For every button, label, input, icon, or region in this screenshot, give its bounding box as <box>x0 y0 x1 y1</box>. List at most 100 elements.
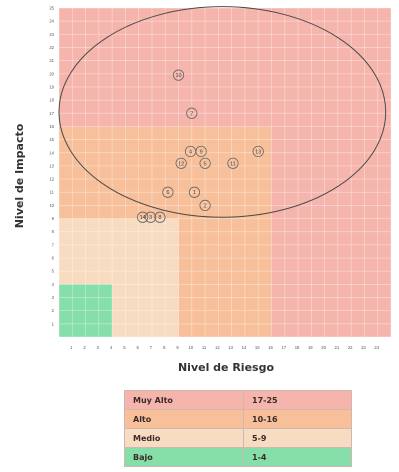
point-label: 3 <box>149 215 152 221</box>
legend-level-label: Bajo <box>124 447 244 467</box>
point-marker <box>162 186 174 198</box>
data-point: 6 <box>162 186 174 198</box>
y-tick-label: 13 <box>49 163 54 168</box>
y-tick-label: 19 <box>49 84 54 89</box>
point-marker <box>199 199 211 211</box>
y-axis-label: Nivel de Impacto <box>13 123 26 228</box>
highlight-ellipse <box>58 6 387 218</box>
x-tick-label: 21 <box>335 345 340 350</box>
point-label: 14 <box>140 215 146 221</box>
legend-range: 10-16 <box>243 409 352 429</box>
point-label: 11 <box>230 161 236 167</box>
risk-matrix-chart: 1234567891011121314151617181920212223242… <box>13 6 392 374</box>
y-tick-label: 5 <box>52 269 55 274</box>
y-tick-label: 15 <box>49 137 54 142</box>
x-tick-label: 8 <box>163 345 166 350</box>
legend-row: Bajo 1-4 <box>124 447 352 467</box>
legend-level-label: Medio <box>124 428 244 448</box>
y-tick-label: 10 <box>49 203 54 208</box>
y-tick-label: 11 <box>50 190 55 195</box>
risk-legend-table: Muy Alto 17-25 Alto 10-16 Medio 5-9 Bajo 1-4 <box>124 390 352 467</box>
point-label: 13 <box>255 149 261 155</box>
y-tick-label: 18 <box>49 98 54 103</box>
point-marker <box>154 211 166 223</box>
x-tick-label: 19 <box>308 345 313 350</box>
point-label: 5 <box>204 161 207 167</box>
data-point: 11 <box>227 157 239 169</box>
point-label: 12 <box>178 161 184 167</box>
x-tick-label: 12 <box>215 345 220 350</box>
x-tick-label: 3 <box>97 345 100 350</box>
point-label: 8 <box>158 215 161 221</box>
data-point: 12 <box>175 157 187 169</box>
y-tick-label: 25 <box>49 6 54 11</box>
x-tick-label: 11 <box>202 345 207 350</box>
point-label: 2 <box>204 203 207 209</box>
x-tick-label: 5 <box>123 345 126 350</box>
y-tick-label: 1 <box>52 321 55 326</box>
x-tick-label: 14 <box>242 345 247 350</box>
point-marker <box>195 145 207 158</box>
data-point: 14 <box>137 211 149 223</box>
x-tick-label: 7 <box>150 345 153 350</box>
point-marker <box>199 157 211 169</box>
x-tick-label: 6 <box>137 345 140 350</box>
data-point: 3 <box>145 211 157 223</box>
x-tick-label: 20 <box>321 345 326 350</box>
point-marker <box>175 157 187 169</box>
point-label: 7 <box>190 111 193 117</box>
ellipse-layer <box>58 6 387 218</box>
point-label: 9 <box>200 149 203 155</box>
point-marker <box>188 186 201 198</box>
x-axis-label: Nivel de Riesgo <box>178 361 274 374</box>
x-tick-label: 4 <box>110 345 113 350</box>
x-tick-label: 24 <box>374 345 379 350</box>
y-tick-label: 7 <box>52 242 55 247</box>
x-tick-label: 22 <box>348 345 353 350</box>
y-tick-label: 8 <box>52 229 55 234</box>
data-point: 9 <box>195 145 207 158</box>
x-tick-labels: 1 2 3 4 5 6 7 8 9 10 11 12 13 14 15 16 17 18 19 20 21 22 23 24 <box>70 345 380 350</box>
point-marker <box>252 145 264 158</box>
y-tick-label: 24 <box>49 19 54 24</box>
grid-lines <box>58 7 392 338</box>
y-tick-label: 6 <box>52 256 55 261</box>
y-tick-label: 23 <box>49 32 54 37</box>
y-tick-labels: 1234567891011121314151617181920212223242… <box>49 6 54 327</box>
data-point: 8 <box>154 211 166 223</box>
point-label: 4 <box>189 149 192 155</box>
point-marker <box>172 69 185 81</box>
data-point: 2 <box>199 199 211 211</box>
x-tick-label: 1 <box>70 345 73 350</box>
x-tick-label: 17 <box>281 345 286 350</box>
y-tick-label: 12 <box>49 177 54 182</box>
data-point: 10 <box>172 69 185 81</box>
y-tick-label: 14 <box>49 150 54 155</box>
x-tick-label: 16 <box>268 345 273 350</box>
legend-range: 17-25 <box>243 390 352 410</box>
y-tick-label: 16 <box>49 124 54 129</box>
legend-range: 1-4 <box>243 447 352 467</box>
y-tick-label: 17 <box>49 111 54 116</box>
legend-row: Medio 5-9 <box>124 428 352 448</box>
legend-range: 5-9 <box>243 428 352 448</box>
data-point: 1 <box>188 186 201 198</box>
risk-zones <box>59 8 391 337</box>
point-marker <box>186 107 198 119</box>
data-point: 7 <box>186 107 198 119</box>
y-tick-label: 21 <box>49 58 54 63</box>
point-label: 1 <box>193 190 196 196</box>
legend-row: Muy Alto 17-25 <box>124 390 352 410</box>
x-tick-label: 15 <box>255 345 260 350</box>
data-point: 13 <box>252 145 264 158</box>
y-tick-label: 20 <box>49 71 54 76</box>
x-tick-label: 9 <box>176 345 179 350</box>
data-point: 5 <box>199 157 211 169</box>
x-tick-label: 10 <box>188 345 193 350</box>
y-tick-label: 2 <box>52 308 55 313</box>
x-tick-label: 23 <box>361 345 366 350</box>
point-label: 10 <box>175 73 181 79</box>
y-tick-label: 22 <box>49 45 54 50</box>
x-tick-label: 18 <box>295 345 300 350</box>
